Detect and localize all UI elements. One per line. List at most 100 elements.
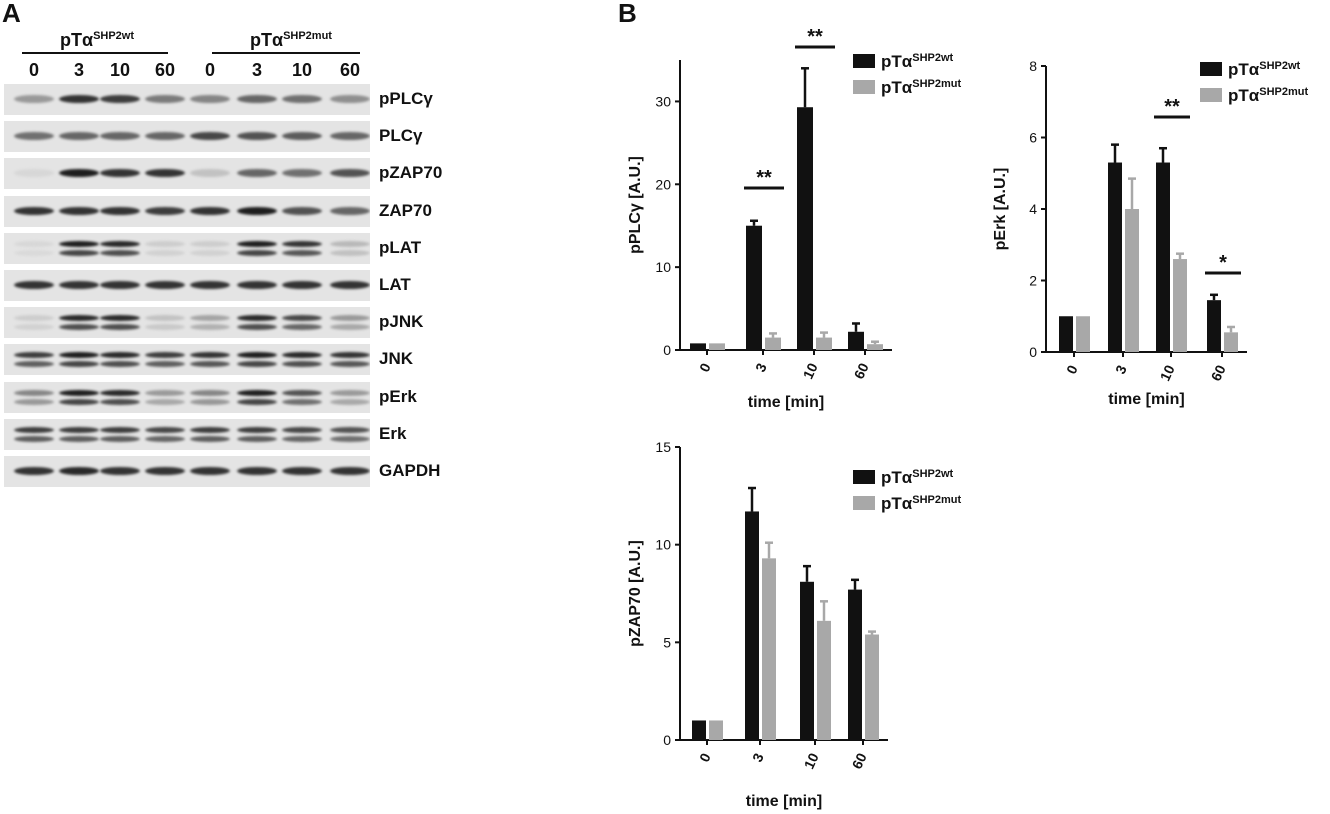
blot-band xyxy=(145,95,185,103)
blot-band xyxy=(145,249,185,256)
blot-band xyxy=(59,206,99,215)
blot-band xyxy=(100,206,140,215)
y-tick-label: 10 xyxy=(655,259,671,275)
x-tick-label: 0 xyxy=(1063,362,1081,376)
y-axis-label: pZAP70 [A.U.] xyxy=(627,540,644,647)
y-axis-label: pPLCγ [A.U.] xyxy=(627,156,644,254)
blot-band xyxy=(145,467,185,475)
blot-band xyxy=(100,132,140,141)
blot-band xyxy=(14,324,54,331)
blot-band xyxy=(237,95,277,103)
legend-superscript: SHP2mut xyxy=(912,78,961,90)
bar xyxy=(1207,300,1221,352)
blot-band xyxy=(190,169,230,178)
blot-band xyxy=(14,435,54,442)
blot-strip xyxy=(4,195,370,227)
blot-row-label: PLCγ xyxy=(379,126,423,146)
bar xyxy=(1108,162,1122,352)
blot-band xyxy=(145,281,185,289)
blot-band xyxy=(282,315,322,322)
blot-strip xyxy=(4,418,370,450)
blot-band xyxy=(59,240,99,247)
blot-band xyxy=(237,281,277,289)
blot-band xyxy=(237,389,277,396)
blot-band xyxy=(145,315,185,322)
blot-band xyxy=(59,281,99,289)
blot-strip xyxy=(4,232,370,264)
blot-band xyxy=(59,389,99,396)
blot-band xyxy=(145,352,185,359)
legend-swatch xyxy=(853,80,875,94)
legend-superscript: SHP2wt xyxy=(912,52,953,64)
blot-row-label: ZAP70 xyxy=(379,200,432,220)
legend-label: pTαSHP2mut xyxy=(881,494,961,513)
x-tick-label: 60 xyxy=(1208,362,1229,383)
blot-band xyxy=(100,324,140,331)
x-tick-label: 60 xyxy=(849,750,870,771)
blot-strip xyxy=(4,344,370,376)
blot-band xyxy=(14,132,54,141)
blot-band xyxy=(100,352,140,359)
blot-band xyxy=(190,435,230,442)
blot-row-label: Erk xyxy=(379,423,407,443)
blot-band xyxy=(190,398,230,405)
y-tick-label: 4 xyxy=(1029,201,1037,217)
blot-band xyxy=(14,95,54,103)
blot-band xyxy=(330,324,370,331)
legend-prefix: pTα xyxy=(1228,86,1260,105)
legend-label: pTαSHP2wt xyxy=(1228,60,1301,79)
blot-band xyxy=(100,467,140,475)
blot-band xyxy=(100,389,140,396)
legend-superscript: SHP2mut xyxy=(1259,86,1308,98)
x-axis-label: time [min] xyxy=(746,793,822,810)
bar xyxy=(1125,209,1139,352)
y-tick-label: 0 xyxy=(663,342,671,358)
blot-band xyxy=(100,169,140,178)
lane-group-superscript: SHP2wt xyxy=(93,30,135,42)
blot-band xyxy=(190,352,230,359)
blot-band xyxy=(282,249,322,256)
blot-band xyxy=(190,95,230,103)
blot-strip xyxy=(4,270,370,301)
blot-row-label: pJNK xyxy=(379,312,424,332)
lane-group-superscript: SHP2mut xyxy=(283,30,332,42)
blot-band xyxy=(190,315,230,322)
blot-band xyxy=(190,426,230,433)
x-tick-label: 0 xyxy=(696,750,714,764)
blot-band xyxy=(14,315,54,322)
lane-label: 60 xyxy=(339,60,361,80)
bar xyxy=(745,511,759,740)
lane-label: 3 xyxy=(251,60,262,80)
blot-band xyxy=(59,398,99,405)
panel-b-label: B xyxy=(618,0,637,28)
blot-band xyxy=(59,361,99,368)
blot-band xyxy=(14,426,54,433)
significance-stars: ** xyxy=(1164,96,1180,118)
blot-band xyxy=(282,324,322,331)
blot-band xyxy=(282,435,322,442)
blot-band xyxy=(330,249,370,256)
blot-band xyxy=(282,206,322,215)
blot-band xyxy=(282,281,322,289)
blot-row-label: LAT xyxy=(379,275,411,294)
blot-band xyxy=(282,389,322,396)
blot-strip xyxy=(4,84,370,115)
blot-band xyxy=(59,426,99,433)
y-tick-label: 0 xyxy=(663,732,671,748)
blot-band xyxy=(59,324,99,331)
blot-band xyxy=(330,315,370,322)
bar xyxy=(867,344,883,350)
blot-band xyxy=(237,169,277,178)
blot-strip xyxy=(4,381,370,413)
y-tick-label: 20 xyxy=(655,176,671,192)
blot-band xyxy=(100,361,140,368)
blot-band xyxy=(14,361,54,368)
bar xyxy=(1059,316,1073,352)
x-tick-label: 10 xyxy=(801,750,822,771)
blot-row-label: JNK xyxy=(379,349,414,369)
blot-band xyxy=(330,389,370,396)
legend-label: pTαSHP2mut xyxy=(1228,86,1308,105)
blot-strip xyxy=(4,121,370,153)
bar xyxy=(816,337,832,350)
blot-band xyxy=(145,398,185,405)
